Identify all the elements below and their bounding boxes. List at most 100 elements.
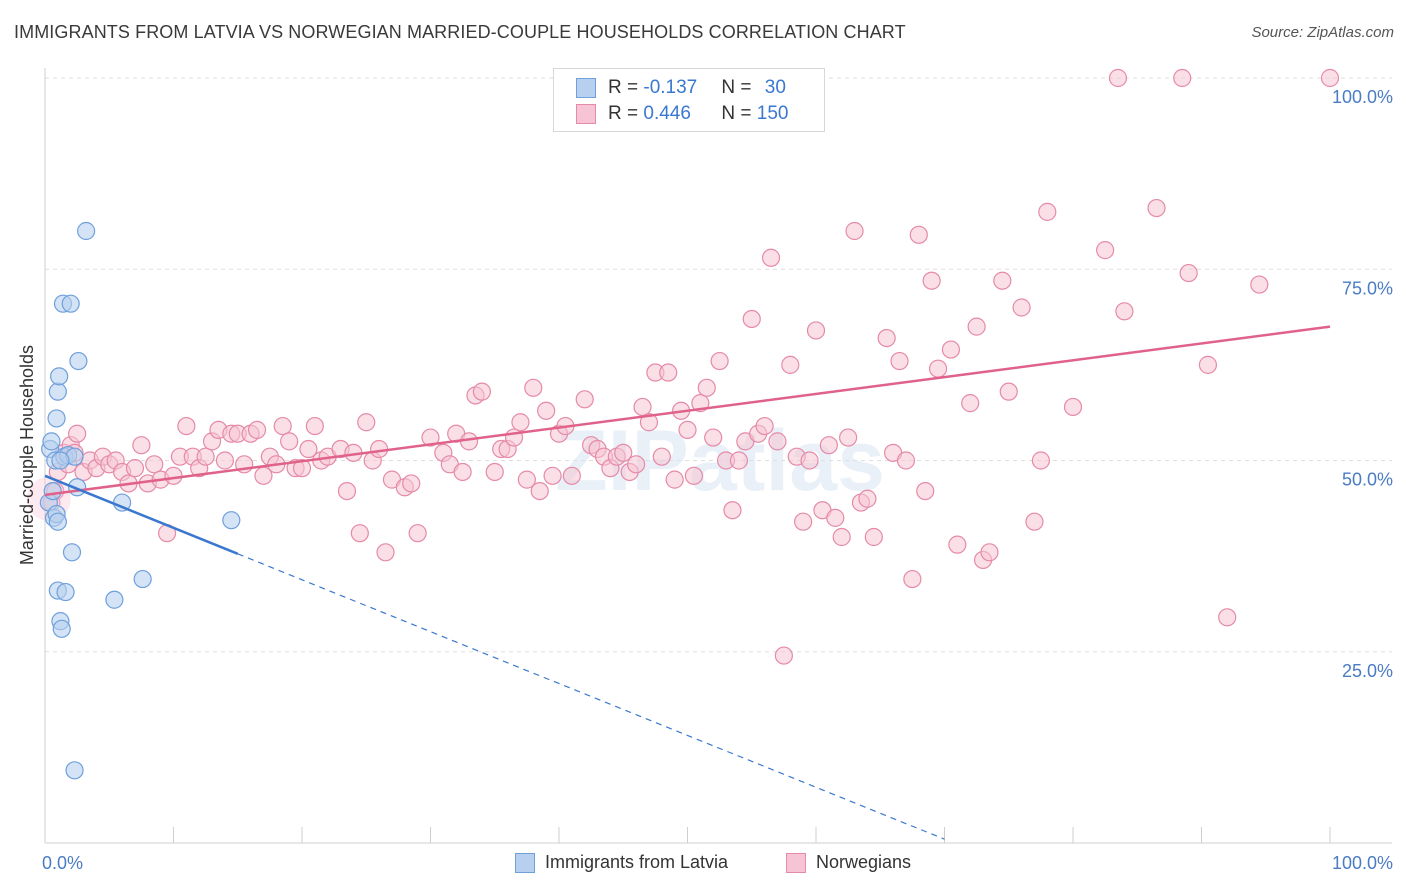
norwegians-point bbox=[890, 351, 909, 371]
norwegians-point bbox=[999, 382, 1018, 401]
legend-r-value: 0.446 bbox=[643, 103, 691, 124]
norwegians-point bbox=[877, 329, 896, 348]
latvia-point bbox=[56, 582, 75, 602]
y-axis-label: Married-couple Households bbox=[17, 345, 37, 565]
legend-n-label: N = bbox=[721, 103, 757, 124]
y-tick-label: 100.0% bbox=[1332, 87, 1393, 107]
norwegians-point bbox=[993, 271, 1012, 290]
trend-lines bbox=[44, 325, 1331, 840]
norwegians-point bbox=[729, 451, 749, 470]
norwegians-point bbox=[839, 428, 858, 447]
legend-top: R = -0.137 N = 30 R = 0.446 N = 150 bbox=[553, 68, 825, 132]
latvia-point bbox=[43, 482, 62, 501]
legend-label-norwegians: Norwegians bbox=[816, 852, 912, 872]
norwegians-point bbox=[896, 451, 916, 470]
norwegians-point bbox=[697, 378, 716, 397]
norwegians-point bbox=[1096, 241, 1115, 260]
norwegians-point bbox=[1031, 451, 1050, 470]
norwegians-point bbox=[922, 271, 941, 290]
norwegians-point bbox=[800, 451, 819, 470]
norwegians-point bbox=[453, 462, 472, 482]
norwegians-point bbox=[928, 359, 948, 378]
norwegians-point bbox=[376, 543, 395, 562]
norwegians-point bbox=[980, 543, 999, 562]
norwegians-point bbox=[68, 424, 87, 443]
legend-swatch-norwegians bbox=[576, 104, 596, 124]
norwegians-point bbox=[1320, 68, 1340, 88]
source-label: Source: ZipAtlas.com bbox=[1251, 24, 1394, 41]
norwegians-point bbox=[1063, 397, 1083, 417]
norwegians-point bbox=[864, 527, 883, 547]
norwegians-point bbox=[678, 420, 697, 439]
latvia-point bbox=[65, 761, 84, 780]
norwegians-point bbox=[562, 466, 581, 485]
norwegians-point bbox=[1038, 202, 1057, 221]
norwegians-point bbox=[164, 466, 183, 485]
norwegians-point bbox=[299, 439, 318, 459]
norwegians-point bbox=[1179, 263, 1198, 283]
norwegians-point bbox=[761, 248, 781, 267]
legend-row-norwegians: R = 0.446 N = 150 bbox=[576, 103, 788, 125]
norwegians-point bbox=[537, 401, 556, 420]
norwegians-point bbox=[1218, 608, 1237, 627]
latvia-point bbox=[222, 511, 241, 530]
latvia-point bbox=[69, 351, 88, 371]
latvia-point bbox=[50, 367, 69, 386]
legend-r-label: R = bbox=[608, 77, 644, 98]
latvia-point bbox=[48, 382, 67, 401]
norwegians-point bbox=[832, 527, 851, 547]
legend-n-value: 30 bbox=[764, 77, 786, 98]
norwegians-point bbox=[1173, 68, 1192, 88]
latvia-point bbox=[62, 543, 82, 562]
norwegians-point bbox=[1198, 355, 1218, 374]
norwegians-point bbox=[350, 524, 369, 543]
norwegians-point bbox=[684, 466, 704, 485]
norwegians-point bbox=[626, 455, 646, 474]
norwegians-point bbox=[543, 466, 562, 485]
legend-label-latvia: Immigrants from Latvia bbox=[545, 852, 729, 872]
norwegians-point bbox=[357, 413, 376, 432]
norwegians-point bbox=[292, 459, 312, 478]
norwegians-point bbox=[819, 436, 838, 455]
norwegians-point bbox=[652, 447, 671, 466]
y-tick-label: 25.0% bbox=[1342, 661, 1393, 681]
norwegians-point bbox=[909, 225, 928, 244]
norwegians-point bbox=[1147, 198, 1166, 218]
latvia-point bbox=[47, 409, 66, 428]
norwegians-point bbox=[472, 382, 491, 401]
norwegians-point bbox=[485, 462, 504, 482]
norwegians-trend-line bbox=[44, 325, 1331, 497]
norwegians-point bbox=[1250, 275, 1269, 294]
norwegians-point bbox=[941, 340, 961, 359]
norwegians-point bbox=[517, 470, 536, 489]
norwegians-point bbox=[370, 439, 389, 459]
norwegians-point bbox=[1115, 302, 1134, 321]
norwegians-point bbox=[903, 569, 922, 589]
norwegians-point bbox=[723, 501, 742, 520]
legend-r-value: -0.137 bbox=[643, 77, 698, 98]
norwegians-point bbox=[665, 470, 684, 489]
norwegians-point bbox=[967, 317, 986, 336]
norwegians-points bbox=[26, 68, 1340, 665]
legend-n-value: 150 bbox=[756, 103, 789, 124]
legend-row-latvia: R = -0.137 N = 30 bbox=[576, 77, 786, 99]
norwegians-point bbox=[742, 309, 761, 329]
norwegians-point bbox=[794, 512, 813, 531]
norwegians-point bbox=[1025, 512, 1044, 531]
norwegians-point bbox=[633, 397, 652, 417]
norwegians-point bbox=[710, 351, 729, 371]
norwegians-point bbox=[961, 394, 980, 413]
norwegians-point bbox=[845, 221, 864, 241]
norwegians-point bbox=[1108, 68, 1128, 88]
norwegians-point bbox=[305, 416, 324, 436]
legend-item-norwegians: Norwegians bbox=[786, 852, 911, 873]
norwegians-point bbox=[247, 420, 267, 439]
norwegians-point bbox=[132, 436, 151, 455]
norwegians-point bbox=[1012, 298, 1031, 317]
norwegians-point bbox=[215, 451, 234, 470]
latvia-point bbox=[61, 294, 80, 313]
norwegians-point bbox=[774, 646, 793, 665]
norwegians-point bbox=[806, 321, 826, 340]
latvia-point bbox=[51, 451, 70, 470]
